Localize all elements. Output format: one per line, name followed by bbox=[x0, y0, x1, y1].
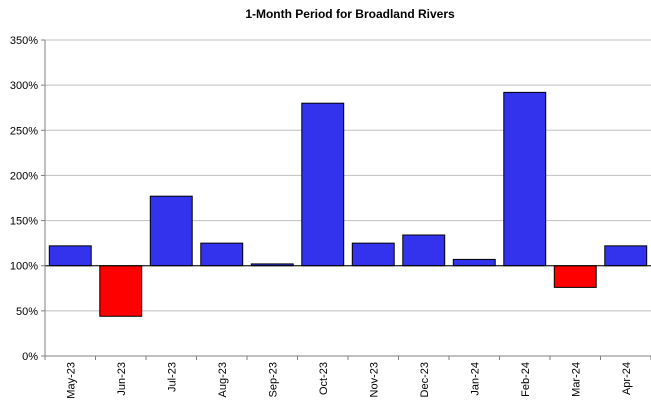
y-tick-label: 150% bbox=[10, 216, 38, 228]
x-axis: May-23 Jun-23 Jul-23 Aug-23 Sep-23 Oct-23 Nov-… bbox=[44, 356, 651, 399]
y-axis: 0% 50% 100% 150% 200% 250% 300% 350% bbox=[10, 35, 45, 363]
y-tick-label: 250% bbox=[10, 125, 38, 137]
x-tick-label: Nov-23 bbox=[368, 362, 380, 397]
bar-jan-24 bbox=[452, 258, 496, 267]
x-tick-label: Jul-23 bbox=[166, 362, 178, 392]
x-tick-label: May-23 bbox=[65, 362, 77, 399]
bars bbox=[48, 91, 648, 317]
x-tick-label: Jun-23 bbox=[116, 362, 128, 396]
bar-aug-23 bbox=[200, 242, 244, 267]
x-tick-label: Oct-23 bbox=[318, 362, 330, 395]
x-tick-label: Aug-23 bbox=[217, 362, 229, 397]
x-tick-label: Jan-24 bbox=[469, 362, 481, 396]
y-tick-label: 50% bbox=[16, 306, 38, 318]
x-tick-label: Mar-24 bbox=[570, 362, 582, 397]
bar-may-23 bbox=[48, 245, 92, 267]
bar-apr-24 bbox=[604, 245, 648, 267]
bar-nov-23 bbox=[351, 242, 395, 267]
chart-title: 1-Month Period for Broadland Rivers bbox=[245, 7, 455, 21]
bar-jul-23 bbox=[149, 195, 193, 267]
y-tick-label: 200% bbox=[10, 170, 38, 182]
bar-oct-23 bbox=[301, 102, 345, 267]
y-tick-label: 0% bbox=[22, 351, 38, 363]
x-tick-label: Sep-23 bbox=[267, 362, 279, 397]
bar-feb-24 bbox=[503, 91, 547, 267]
bar-jun-23 bbox=[99, 265, 143, 317]
y-tick-label: 100% bbox=[10, 261, 38, 273]
bar-mar-24 bbox=[553, 265, 597, 288]
x-tick-label: Feb-24 bbox=[520, 362, 532, 397]
x-tick-label: Dec-23 bbox=[419, 362, 431, 397]
y-tick-label: 300% bbox=[10, 80, 38, 92]
x-tick-label: Apr-24 bbox=[621, 362, 633, 395]
y-tick-label: 350% bbox=[10, 35, 38, 47]
bar-dec-23 bbox=[402, 234, 446, 267]
